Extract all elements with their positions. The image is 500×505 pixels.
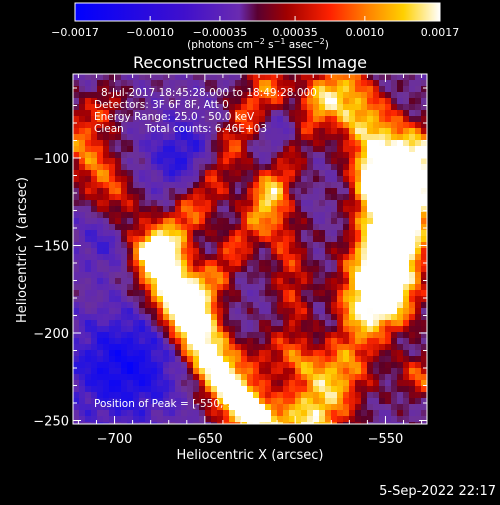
x-axis-ticks: −700 −650 −600 −550 [77, 74, 423, 447]
y-tick-label: −100 [33, 152, 69, 167]
x-tick-label: −550 [368, 432, 404, 447]
colorbar-tick-label: −0.0017 [51, 26, 99, 39]
x-tick-label: −650 [187, 432, 223, 447]
y-tick-label: −250 [33, 415, 69, 430]
y-tick-label: −200 [33, 327, 69, 342]
colorbar-tick-label: −0.0010 [126, 26, 174, 39]
x-tick-label: −600 [277, 432, 313, 447]
time-range-text: 8-Jul-2017 18:45:28.000 to 18:49:28.000 [101, 87, 317, 99]
x-axis-label: Heliocentric X (arcsec) [177, 448, 324, 463]
heatmap-image [73, 74, 427, 424]
peak-position-text: Position of Peak = [-550,-113] [94, 398, 251, 410]
total-counts-text: Total counts: 6.46E+03 [144, 123, 267, 135]
colorbar-ticks: −0.0017 −0.0010 −0.00035 0.00035 0.0010 0.001… [51, 16, 459, 39]
colorbar-units: (photons cm−2 s−1 asec−2) [187, 37, 329, 51]
detectors-text: Detectors: 3F 6F 8F, Att 0 [94, 99, 229, 111]
colorbar-tick-label: 0.00035 [272, 26, 318, 39]
image-annotations: 8-Jul-2017 18:45:28.000 to 18:49:28.000 … [94, 87, 317, 410]
method-text: Clean [94, 123, 124, 135]
y-axis-label: Heliocentric Y (arcsec) [15, 177, 30, 323]
colorbar-tick-label: 0.0017 [421, 26, 460, 39]
y-tick-label: −150 [33, 240, 69, 255]
chart-title: Reconstructed RHESSI Image [133, 53, 367, 72]
colorbar-tick-label: −0.00035 [193, 26, 248, 39]
x-tick-label: −700 [97, 432, 133, 447]
colorbar: −0.0017 −0.0010 −0.00035 0.00035 0.0010 0.001… [51, 2, 459, 51]
energy-range-text: Energy Range: 25.0 - 50.0 keV [94, 111, 255, 123]
plot-frame [72, 73, 428, 425]
footer-date: 5-Sep-2022 22:17 [379, 484, 496, 499]
colorbar-gradient [74, 2, 441, 22]
y-axis-ticks: −100 −150 −200 −250 [33, 87, 427, 430]
colorbar-tick-label: 0.0010 [346, 26, 385, 39]
